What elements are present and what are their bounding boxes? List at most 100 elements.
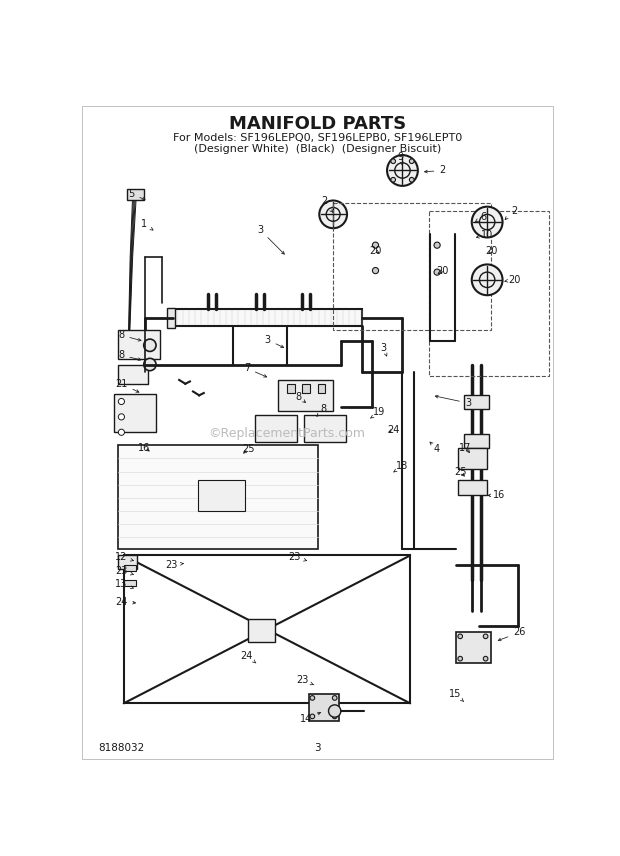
Text: 2: 2	[425, 165, 446, 175]
Bar	[458, 480, 487, 496]
Bar	[278, 380, 333, 411]
Text: For Models: SF196LEPQ0, SF196LEPB0, SF196LEPT0: For Models: SF196LEPQ0, SF196LEPB0, SF19…	[173, 134, 463, 143]
Text: 23: 23	[166, 560, 184, 570]
Circle shape	[434, 269, 440, 275]
Circle shape	[373, 268, 379, 274]
Circle shape	[329, 704, 341, 717]
Text: 23: 23	[115, 566, 133, 576]
Text: 24: 24	[115, 597, 136, 607]
Text: 8: 8	[118, 330, 141, 341]
Text: 16: 16	[138, 443, 151, 453]
Bar	[124, 556, 410, 704]
Bar	[118, 330, 160, 360]
Circle shape	[332, 696, 337, 700]
Circle shape	[472, 265, 503, 295]
Text: 3: 3	[435, 395, 471, 408]
Text: 21: 21	[115, 378, 139, 392]
Circle shape	[484, 634, 488, 639]
Circle shape	[387, 155, 418, 186]
Bar	[304, 414, 346, 442]
Text: ©ReplacementParts.com: ©ReplacementParts.com	[208, 427, 365, 440]
Bar	[124, 580, 136, 586]
Bar	[167, 307, 175, 328]
Bar	[456, 633, 491, 663]
Text: 23: 23	[296, 675, 314, 685]
Text: 20: 20	[436, 265, 449, 276]
Text: 8188032: 8188032	[99, 743, 144, 753]
Text: 25: 25	[242, 444, 255, 455]
Text: 2: 2	[505, 205, 517, 219]
Bar	[303, 383, 310, 393]
Circle shape	[144, 339, 156, 352]
Bar	[333, 203, 491, 330]
Text: 3: 3	[314, 743, 321, 753]
Bar	[124, 565, 136, 571]
Bar	[173, 309, 363, 326]
Text: 8: 8	[118, 350, 141, 360]
Bar	[113, 394, 156, 432]
Text: 4: 4	[430, 442, 440, 455]
Text: 5: 5	[128, 188, 145, 200]
Text: 24: 24	[387, 425, 399, 435]
Circle shape	[391, 177, 396, 182]
Bar	[309, 694, 339, 721]
Circle shape	[118, 398, 125, 405]
Bar	[126, 189, 144, 199]
Text: 20: 20	[370, 246, 382, 256]
Circle shape	[118, 429, 125, 436]
Text: 3: 3	[265, 335, 284, 348]
Text: 1: 1	[141, 219, 153, 230]
Text: 26: 26	[498, 627, 526, 641]
Bar	[198, 480, 245, 511]
Circle shape	[310, 714, 315, 719]
Bar	[430, 211, 549, 376]
Text: 20: 20	[485, 246, 497, 256]
Text: 20: 20	[505, 275, 520, 285]
Circle shape	[458, 657, 463, 661]
Circle shape	[458, 634, 463, 639]
Text: 13: 13	[115, 579, 133, 589]
Circle shape	[434, 242, 440, 248]
Bar	[464, 395, 489, 409]
Circle shape	[373, 242, 379, 248]
Text: 9: 9	[398, 152, 404, 165]
Text: 2: 2	[321, 196, 332, 212]
Bar	[464, 434, 489, 448]
Text: 6: 6	[475, 211, 486, 222]
Text: 8: 8	[317, 404, 327, 416]
Bar	[458, 448, 487, 469]
Circle shape	[118, 413, 125, 420]
Circle shape	[332, 714, 337, 719]
Text: 15: 15	[449, 689, 464, 702]
Text: 23: 23	[288, 552, 307, 562]
Circle shape	[472, 206, 503, 237]
Text: 18: 18	[394, 461, 409, 473]
Text: 16: 16	[488, 490, 505, 501]
Text: 12: 12	[115, 552, 133, 562]
Text: 24: 24	[241, 651, 256, 663]
Text: 14: 14	[300, 712, 321, 723]
Text: 3: 3	[380, 342, 387, 356]
Bar	[118, 365, 148, 383]
Text: MANIFOLD PARTS: MANIFOLD PARTS	[229, 116, 406, 134]
Circle shape	[484, 657, 488, 661]
Text: 7: 7	[244, 363, 267, 377]
Text: 17: 17	[459, 443, 472, 453]
Circle shape	[391, 159, 396, 163]
Text: (Designer White)  (Black)  (Designer Biscuit): (Designer White) (Black) (Designer Biscu…	[194, 144, 441, 154]
Circle shape	[144, 359, 156, 371]
Text: 3: 3	[257, 225, 285, 254]
Bar	[287, 383, 294, 393]
Bar	[118, 445, 317, 550]
Circle shape	[310, 696, 315, 700]
Bar	[249, 619, 275, 642]
Circle shape	[319, 200, 347, 229]
Text: 25: 25	[454, 467, 466, 478]
Text: 19: 19	[370, 407, 386, 419]
Bar	[255, 414, 297, 442]
Circle shape	[409, 177, 414, 182]
Text: 10: 10	[476, 230, 494, 241]
Bar	[118, 556, 137, 569]
Bar	[317, 383, 326, 393]
Text: 8: 8	[296, 392, 306, 402]
